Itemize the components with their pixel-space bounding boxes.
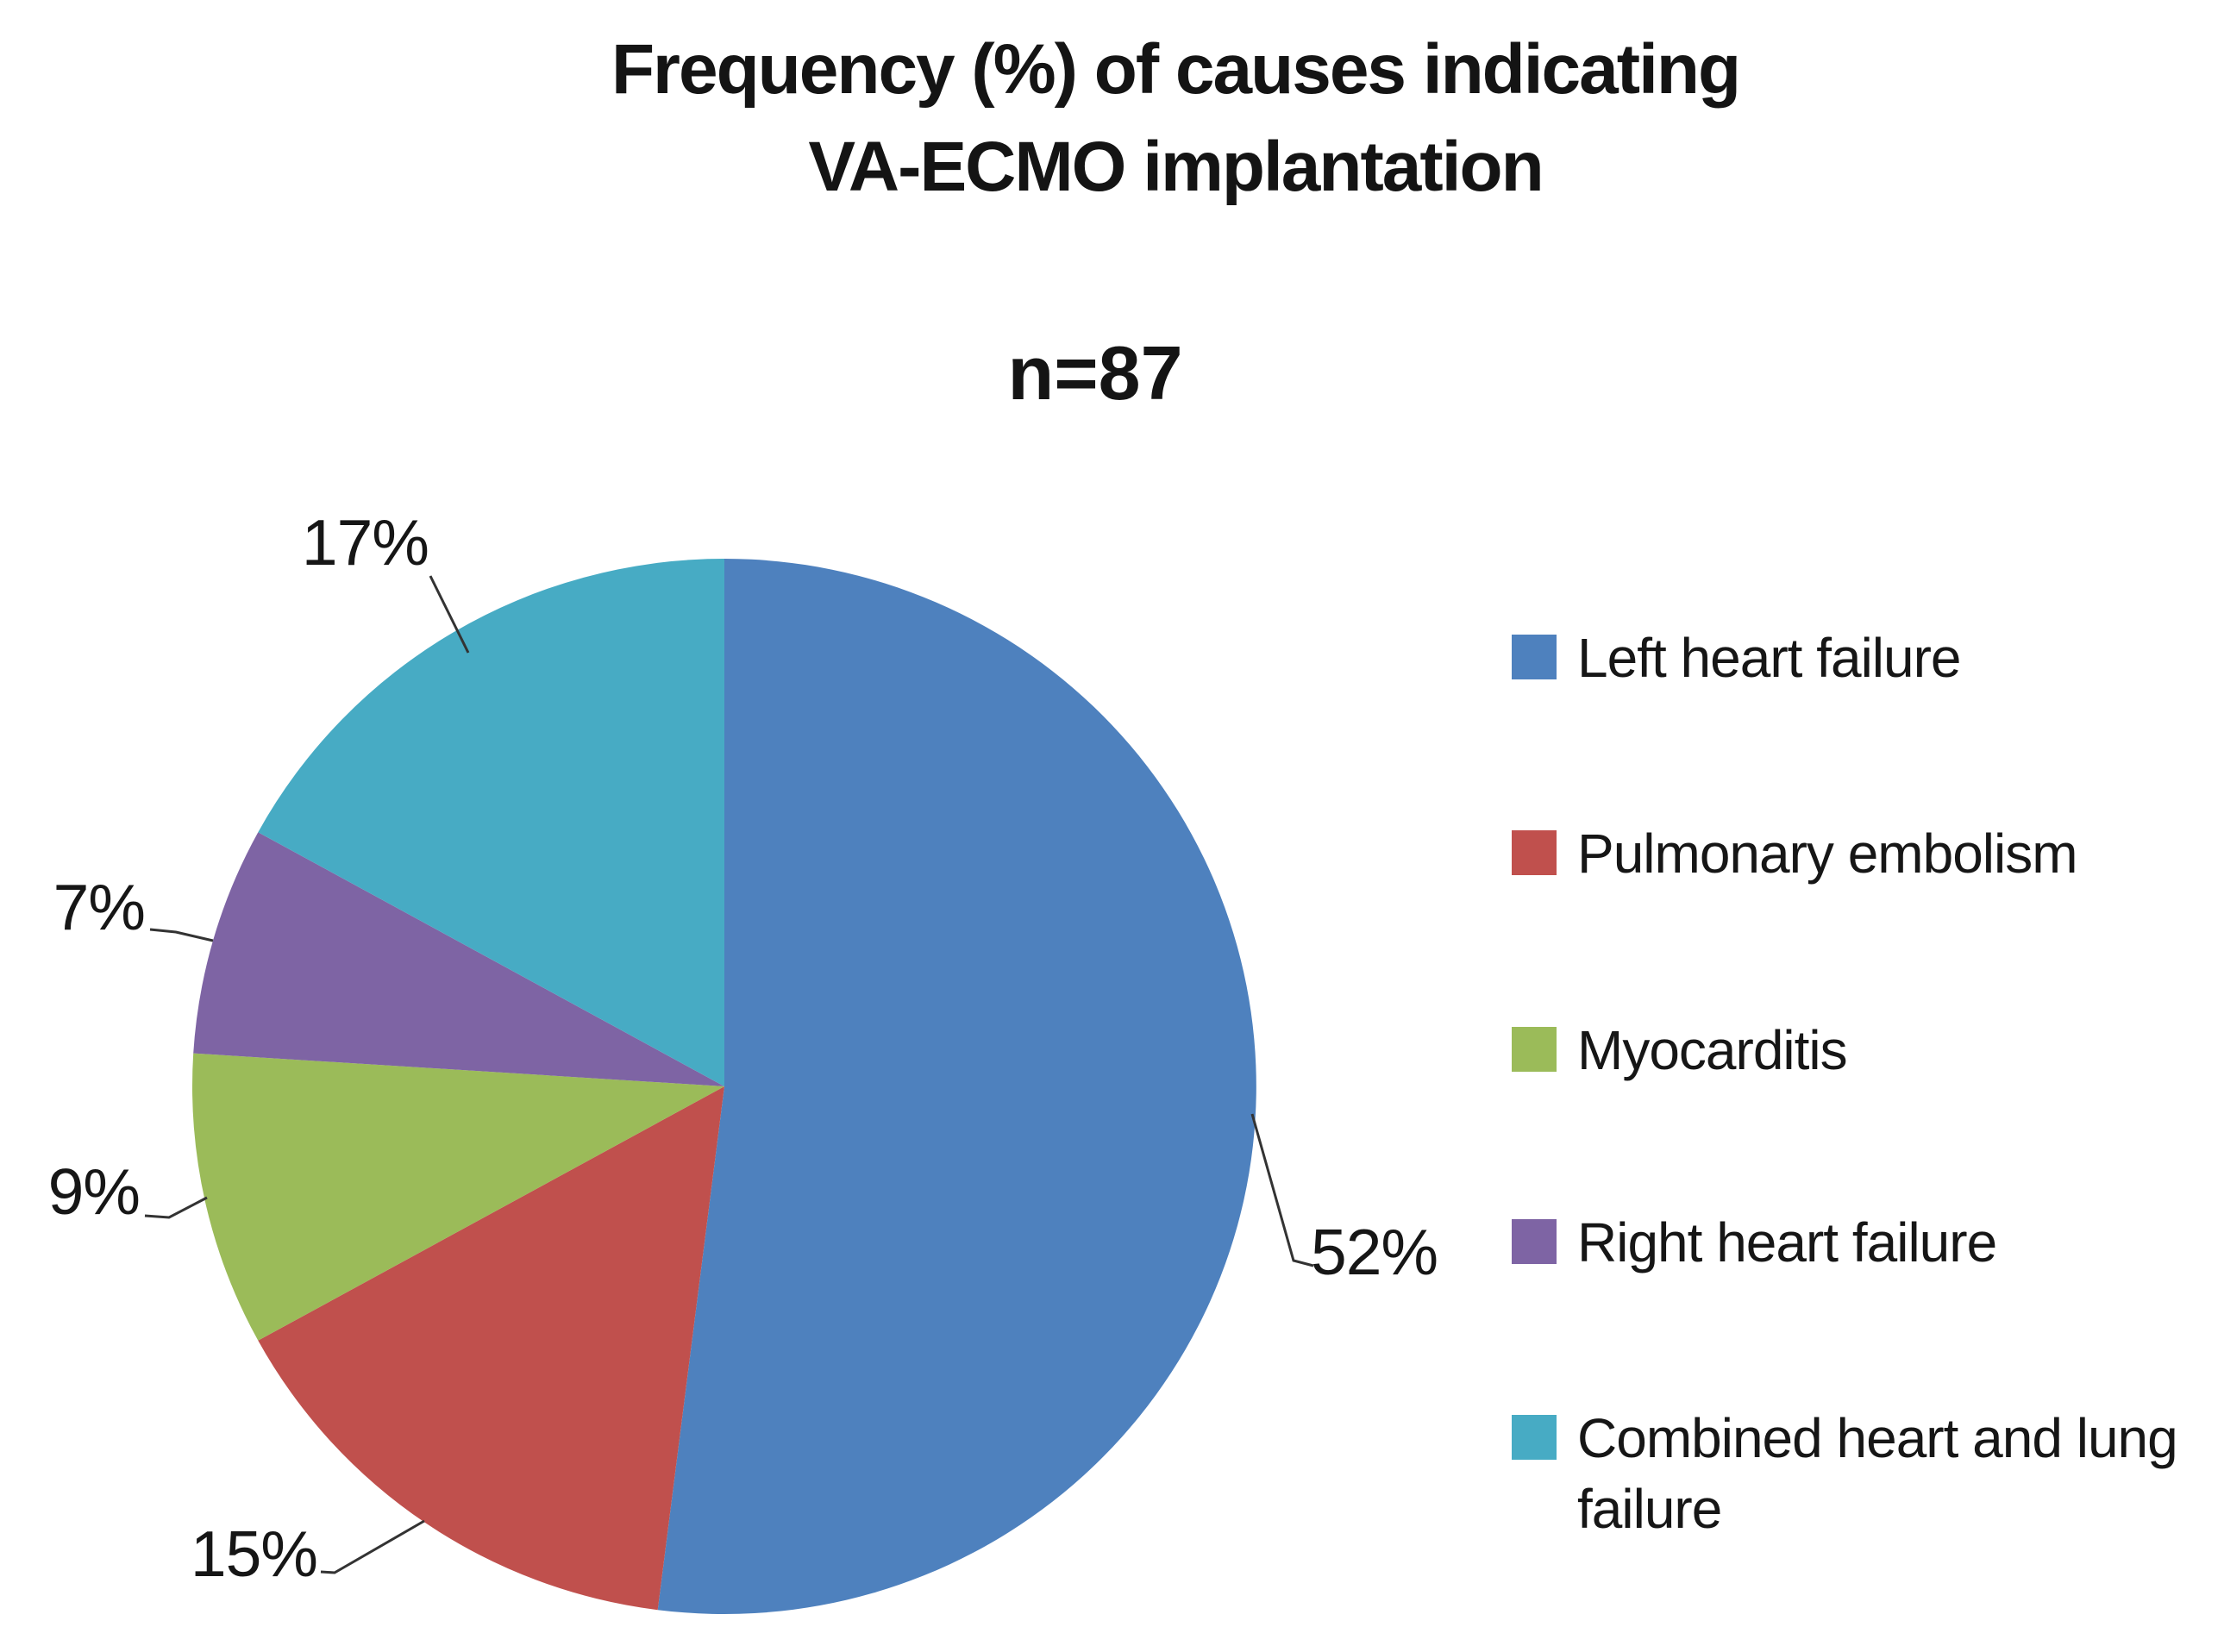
legend-swatch-left-heart-failure	[1512, 635, 1557, 679]
legend-label-combined-heart-and-lung-failure: Combined heart and lung failure	[1577, 1407, 2178, 1540]
legend-label-pulmonary-embolism: Pulmonary embolism	[1577, 823, 2078, 885]
pie-slice-left-heart-failure	[657, 559, 1256, 1614]
legend-swatch-myocarditis	[1512, 1027, 1557, 1072]
data-label-myocarditis: 9%	[47, 1155, 141, 1228]
legend-swatch-right-heart-failure	[1512, 1219, 1557, 1264]
legend-swatch-pulmonary-embolism	[1512, 830, 1557, 875]
legend-label-right-heart-failure: Right heart failure	[1577, 1211, 1997, 1273]
label-leader-line	[429, 575, 470, 654]
legend-item-pulmonary-embolism: Pulmonary embolism	[1512, 819, 2078, 890]
legend-item-myocarditis: Myocarditis	[1512, 1016, 1848, 1086]
legend-item-combined-heart-and-lung-failure: Combined heart and lung failure	[1512, 1404, 2181, 1545]
legend-swatch-combined-heart-and-lung-failure	[1512, 1415, 1557, 1460]
chart-title-line1: Frequency (%) of causes indicating	[611, 30, 1741, 109]
data-label-pulmonary-embolism: 15%	[190, 1517, 318, 1590]
data-label-right-heart-failure: 7%	[53, 871, 146, 943]
data-label-combined-heart-and-lung-failure: 17%	[301, 506, 429, 579]
chart-title-line2: VA-ECMO implantation	[808, 128, 1544, 207]
label-leader-line	[1250, 1113, 1314, 1267]
pie-slice-combined-heart-and-lung-failure	[258, 559, 724, 1086]
legend-item-left-heart-failure: Left heart failure	[1512, 623, 1961, 694]
pie-slice-right-heart-failure	[193, 832, 724, 1086]
sample-size-label: n=87	[1007, 330, 1183, 416]
data-label-left-heart-failure: 52%	[1311, 1216, 1438, 1288]
label-leader-line	[144, 1196, 208, 1219]
pie-slice-myocarditis	[191, 1053, 724, 1341]
pie-slice-pulmonary-embolism	[258, 1086, 724, 1611]
legend-item-right-heart-failure: Right heart failure	[1512, 1208, 1997, 1279]
label-leader-line	[149, 928, 214, 942]
chart-title: Frequency (%) of causes indicating VA-EC…	[604, 21, 1747, 216]
legend-label-left-heart-failure: Left heart failure	[1577, 627, 1961, 689]
label-leader-line	[320, 1519, 425, 1574]
legend-label-myocarditis: Myocarditis	[1577, 1019, 1848, 1081]
